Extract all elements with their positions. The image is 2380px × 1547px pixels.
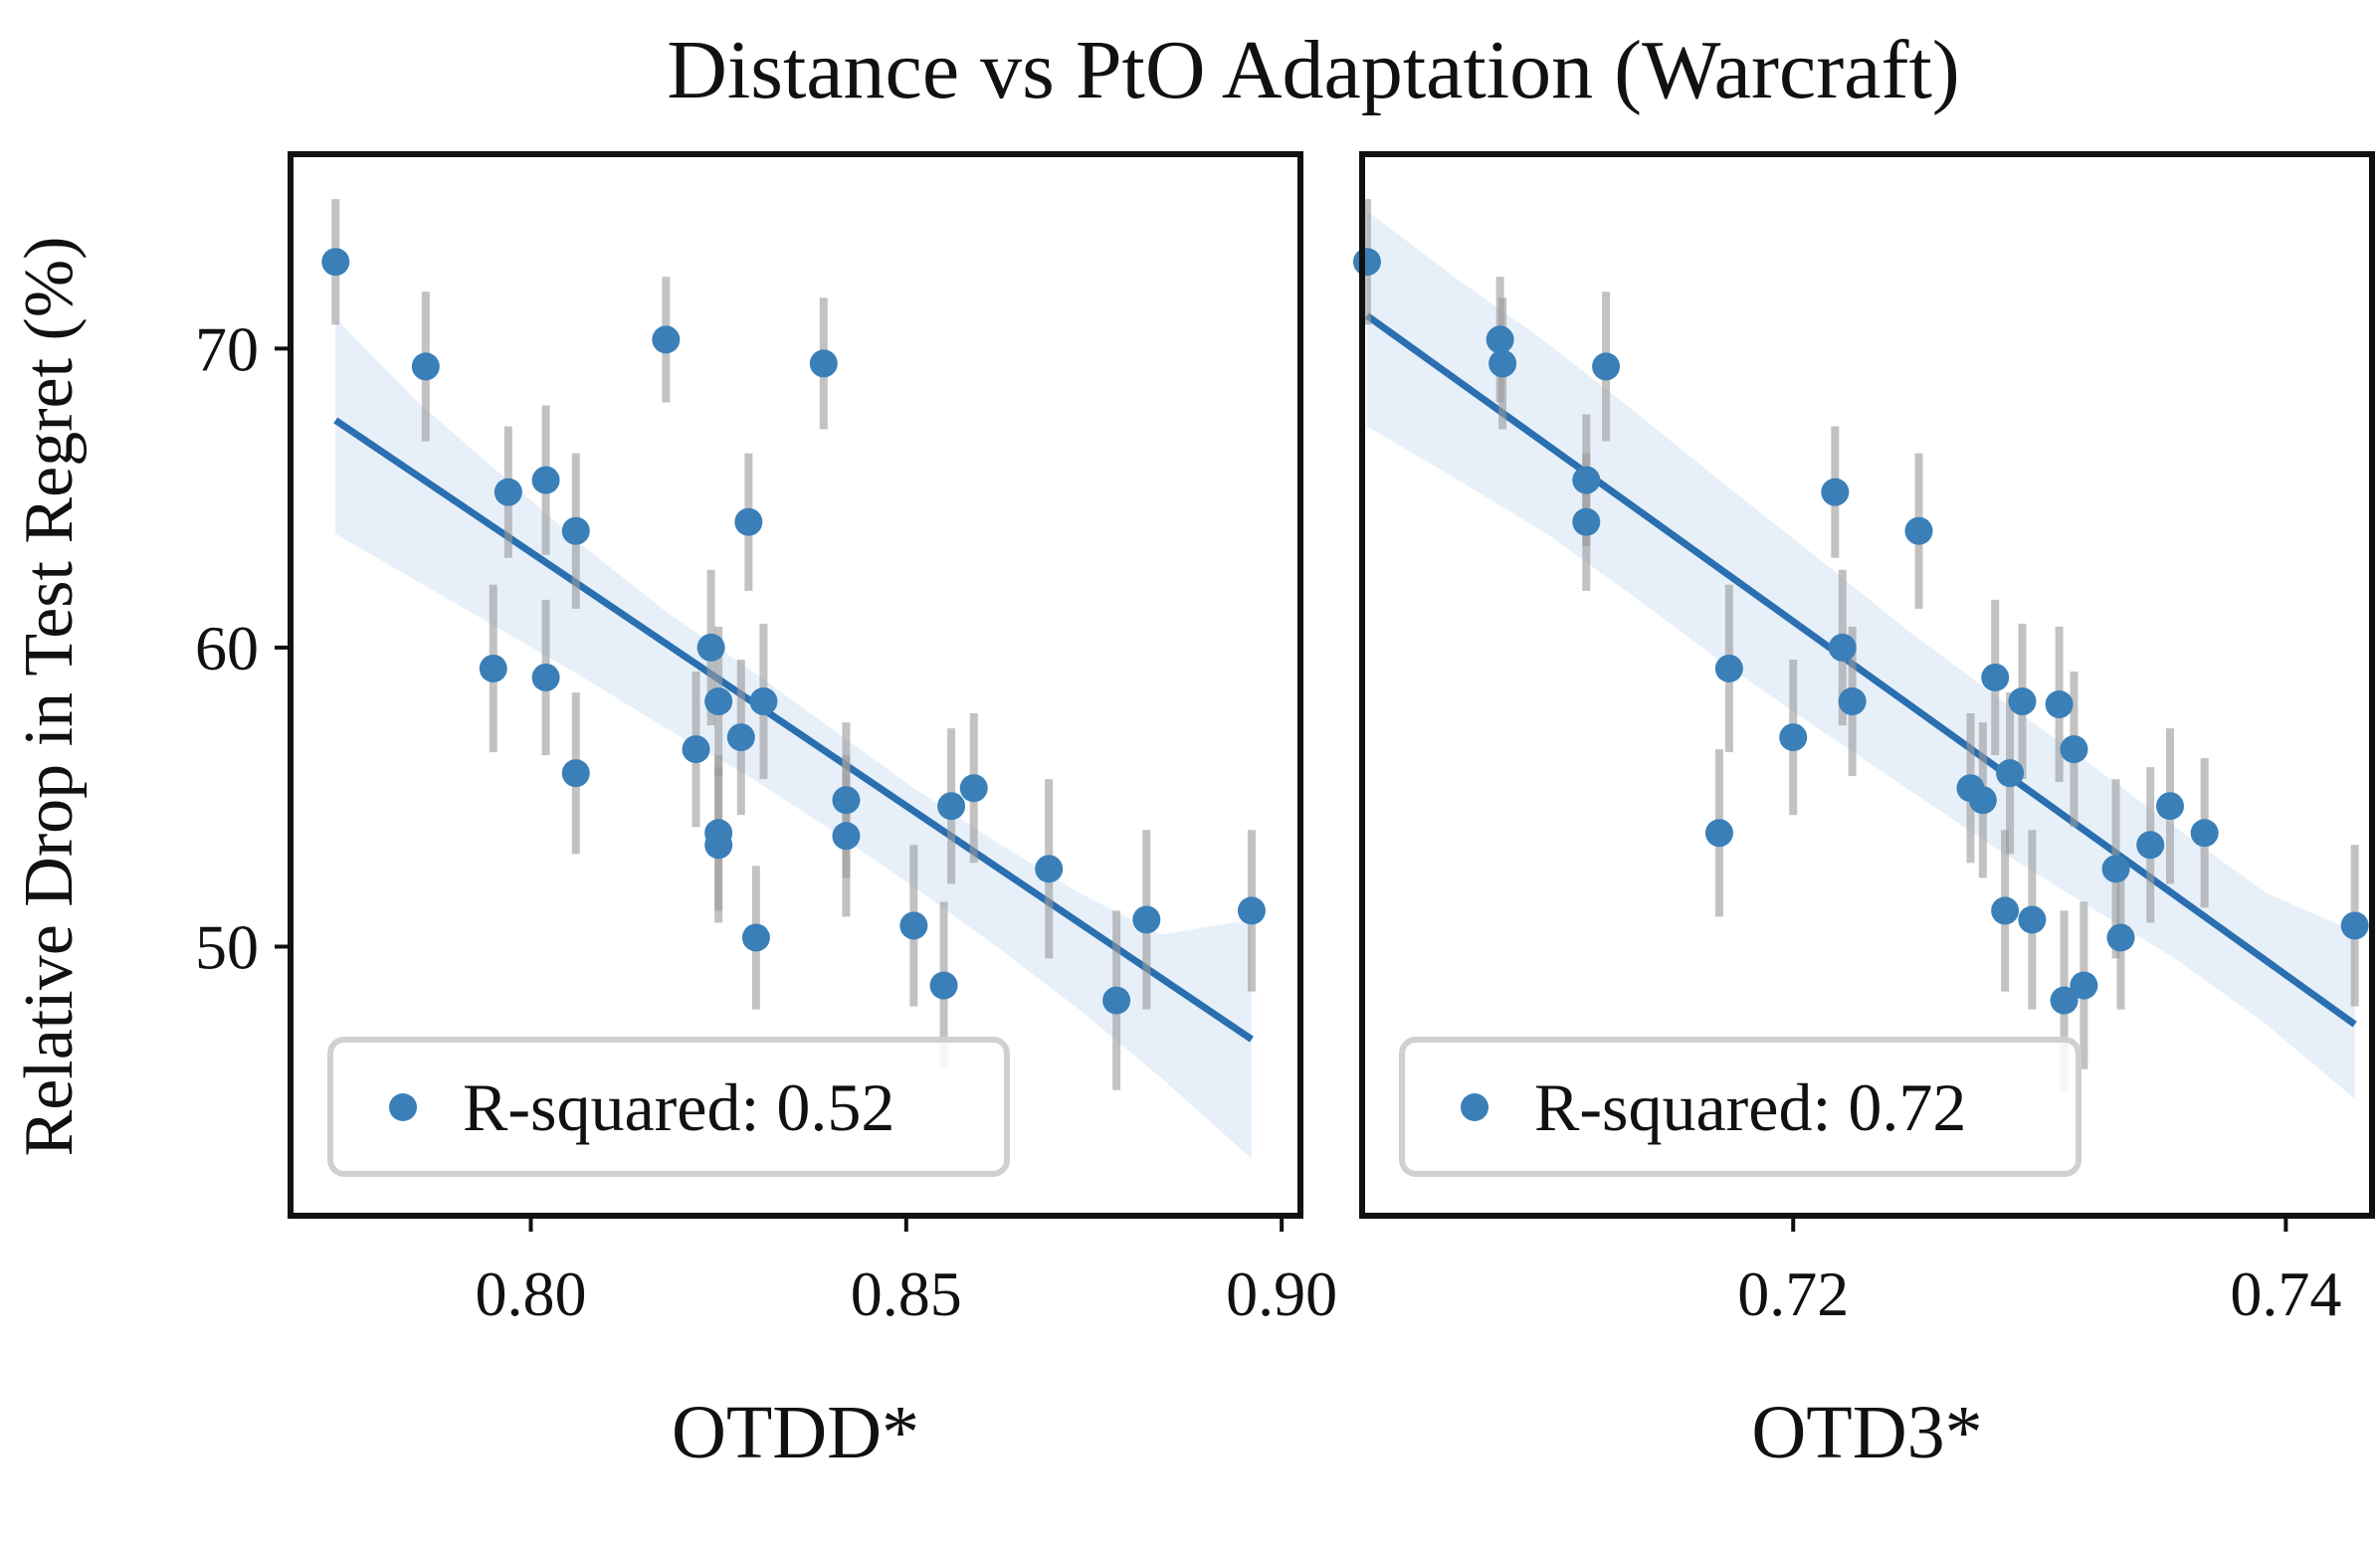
otdd-regression-line	[333, 417, 1254, 1043]
otdd-data-point-26	[1102, 986, 1131, 1015]
otd3-axes-frame	[1359, 151, 2375, 1219]
otdd-data-point-9	[682, 735, 710, 764]
otdd-data-point-4	[531, 466, 560, 494]
chart-title: Distance vs PtO Adaptation (Warcraft)	[667, 24, 1960, 116]
otd3-data-point-23	[2070, 971, 2098, 1000]
otdd-data-point-8	[652, 325, 681, 354]
otdd-data-point-0	[321, 248, 350, 277]
otdd-data-point-3	[494, 478, 522, 506]
otd3-data-point-29	[2340, 911, 2369, 940]
y-tick-label-60: 60	[195, 613, 259, 683]
otd3-legend-box	[1399, 1037, 2082, 1177]
otd3-data-point-1	[1486, 325, 1514, 354]
otd3-confidence-band	[1367, 211, 2355, 1099]
otdd-confidence-band	[335, 318, 1252, 1159]
otd3-data-point-2	[1488, 349, 1517, 378]
y-tick-label-70: 70	[195, 313, 259, 384]
otdd-data-point-1	[411, 352, 440, 381]
otd3-legend: R-squared: 0.72	[1399, 1037, 2082, 1177]
otd3-x-tick-label-0.72: 0.72	[1737, 1258, 1849, 1329]
otdd-data-point-13	[704, 831, 733, 860]
otd3-regression-line	[1364, 312, 2357, 1028]
otdd-data-point-2	[479, 654, 507, 682]
otd3-legend-marker	[1461, 1093, 1488, 1121]
otdd-data-point-28	[1237, 896, 1266, 925]
otdd-data-point-25	[1035, 855, 1064, 883]
otd3-data-point-25	[2106, 923, 2135, 952]
otdd-data-point-21	[899, 911, 928, 940]
otd3-data-point-26	[2136, 831, 2165, 860]
otd3-data-point-16	[1991, 896, 2020, 925]
otdd-data-point-5	[531, 663, 560, 691]
y-tick-label-50: 50	[195, 911, 259, 982]
otdd-x-axis-label: OTDD*	[672, 1391, 919, 1474]
otdd-data-point-17	[749, 687, 778, 716]
otd3-data-point-6	[1704, 819, 1733, 848]
otdd-data-point-23	[937, 792, 966, 821]
otd3-x-axis-label: OTD3*	[1751, 1391, 1982, 1474]
otd3-data-point-28	[2190, 819, 2219, 848]
otd3-data-point-12	[1904, 516, 1933, 545]
otdd-legend: R-squared: 0.52	[327, 1037, 1010, 1177]
otdd-x-tick-label-0.85: 0.85	[851, 1258, 962, 1329]
otd3-data-point-18	[2008, 687, 2037, 716]
otdd-data-point-6	[561, 516, 590, 545]
otd3-legend-label: R-squared: 0.72	[1534, 1069, 1966, 1145]
otdd-data-point-24	[959, 774, 988, 803]
otdd-data-point-7	[561, 759, 590, 788]
otdd-data-point-14	[726, 723, 755, 752]
otd3-data-point-4	[1572, 507, 1601, 536]
otd3-data-point-17	[1996, 759, 2025, 788]
otd3-data-point-24	[2101, 855, 2130, 883]
otd3-data-point-14	[1968, 786, 1997, 815]
otd3-data-point-0	[1352, 248, 1381, 277]
otdd-legend-box	[327, 1037, 1010, 1177]
otdd-data-point-27	[1132, 905, 1161, 934]
otd3-x-tick-label-0.74: 0.74	[2230, 1258, 2341, 1329]
otdd-data-point-11	[704, 687, 733, 716]
otdd-data-point-15	[734, 507, 763, 536]
otd3-data-point-7	[1714, 654, 1743, 682]
otdd-data-point-22	[929, 971, 958, 1000]
otdd-legend-label: R-squared: 0.52	[463, 1069, 894, 1145]
otdd-x-tick-label-0.80: 0.80	[475, 1258, 586, 1329]
otd3-data-point-3	[1572, 466, 1601, 494]
otd3-data-point-20	[2045, 690, 2074, 719]
otd3-data-point-11	[1838, 687, 1867, 716]
otd3-data-point-10	[1828, 633, 1857, 662]
otd3-data-point-22	[2060, 735, 2088, 764]
otd3-data-point-19	[2018, 905, 2047, 934]
y-axis-label: Relative Drop in Test Regret (%)	[11, 237, 88, 1157]
otdd-data-point-19	[832, 786, 861, 815]
otdd-axes-frame	[288, 151, 1303, 1219]
otd3-data-point-27	[2156, 792, 2184, 821]
otdd-data-point-18	[809, 349, 838, 378]
otdd-legend-marker	[389, 1093, 417, 1121]
otd3-data-point-5	[1592, 352, 1621, 381]
otd3-data-point-9	[1821, 478, 1850, 506]
otdd-panel: 50 60 70 0.80 0.85 0.90 OTDD* R-squared: 0.52	[195, 151, 1337, 1474]
otd3-data-point-15	[1981, 663, 2010, 691]
otdd-x-tick-label-0.90: 0.90	[1226, 1258, 1337, 1329]
otdd-data-point-10	[696, 633, 725, 662]
otd3-panel: 0.72 0.74 OTD3* R-squared: 0.72	[1352, 151, 2375, 1474]
otdd-data-point-20	[832, 822, 861, 851]
otd3-data-point-8	[1779, 723, 1808, 752]
otdd-data-point-16	[741, 923, 770, 952]
otd3-data-point-21	[2050, 986, 2079, 1015]
